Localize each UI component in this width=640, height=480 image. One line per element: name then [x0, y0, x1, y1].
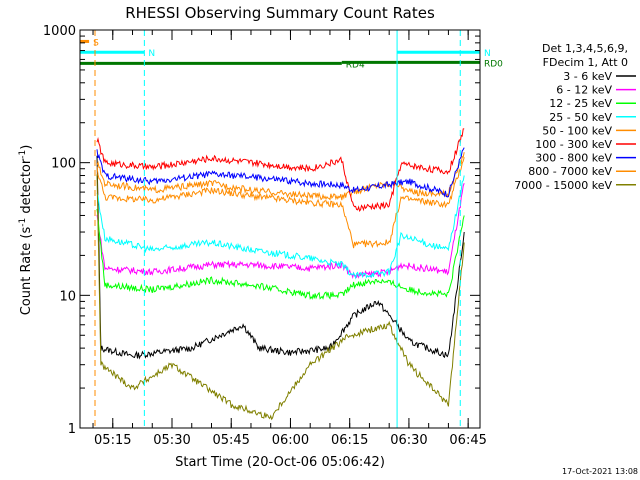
y-axis: 1 10 100 1000 — [43, 24, 480, 437]
legend-label: 25 - 50 keV — [549, 111, 612, 124]
y-tick-label: 100 — [51, 157, 76, 172]
vertical-markers — [79, 30, 461, 428]
flag-label: S — [93, 38, 99, 48]
legend-label: 12 - 25 keV — [549, 97, 612, 110]
series-layer — [96, 128, 465, 421]
flag-bars: S N N RD4 RD0 — [80, 38, 503, 70]
legend-label: 100 - 300 keV — [535, 138, 612, 151]
x-tick-label: 06:15 — [331, 433, 368, 448]
flag-label: RD4 — [346, 60, 365, 70]
legend-header-1: Det 1,3,4,5,6,9, — [542, 42, 628, 55]
x-axis-label: Start Time (20-Oct-06 05:06:42) — [175, 455, 385, 470]
legend-label: 300 - 800 keV — [535, 152, 612, 165]
legend-label: 50 - 100 keV — [542, 124, 612, 137]
flag-label: N — [484, 49, 491, 59]
legend-label: 7000 - 15000 keV — [514, 179, 612, 192]
y-tick-label: 1000 — [43, 24, 76, 39]
flag-label: N — [148, 49, 155, 59]
x-tick-label: 05:30 — [153, 433, 190, 448]
y-tick-label: 10 — [59, 289, 76, 304]
series-line — [96, 157, 465, 249]
series-line — [96, 152, 465, 201]
legend-header-2: FDecim 1, Att 0 — [543, 56, 628, 69]
series-line — [96, 147, 465, 198]
y-tick-label: 1 — [68, 422, 76, 437]
chart-title: RHESSI Observing Summary Count Rates — [125, 4, 435, 22]
legend-label: 6 - 12 keV — [556, 84, 612, 97]
x-axis: 05:15 05:30 05:45 06:00 06:15 06:30 06:45 — [92, 30, 487, 448]
legend: Det 1,3,4,5,6,9, FDecim 1, Att 0 3 - 6 k… — [514, 42, 636, 192]
series-line — [96, 174, 465, 421]
x-tick-label: 05:15 — [94, 433, 131, 448]
series-line — [96, 175, 465, 280]
legend-label: 3 - 6 keV — [563, 70, 612, 83]
y-axis-label: Count Rate (s-1 detector-1) — [18, 145, 34, 316]
series-line — [96, 128, 465, 213]
series-line — [96, 155, 465, 360]
flag-label: RD0 — [484, 59, 503, 69]
x-tick-label: 06:00 — [272, 433, 309, 448]
footer-timestamp: 17-Oct-2021 13:08 — [562, 467, 638, 476]
series-line — [96, 183, 465, 280]
x-tick-label: 05:45 — [212, 433, 249, 448]
series-line — [96, 208, 465, 300]
x-tick-label: 06:30 — [390, 433, 427, 448]
legend-label: 800 - 7000 keV — [528, 165, 612, 178]
x-tick-label: 06:45 — [449, 433, 486, 448]
plot-frame — [79, 29, 481, 429]
